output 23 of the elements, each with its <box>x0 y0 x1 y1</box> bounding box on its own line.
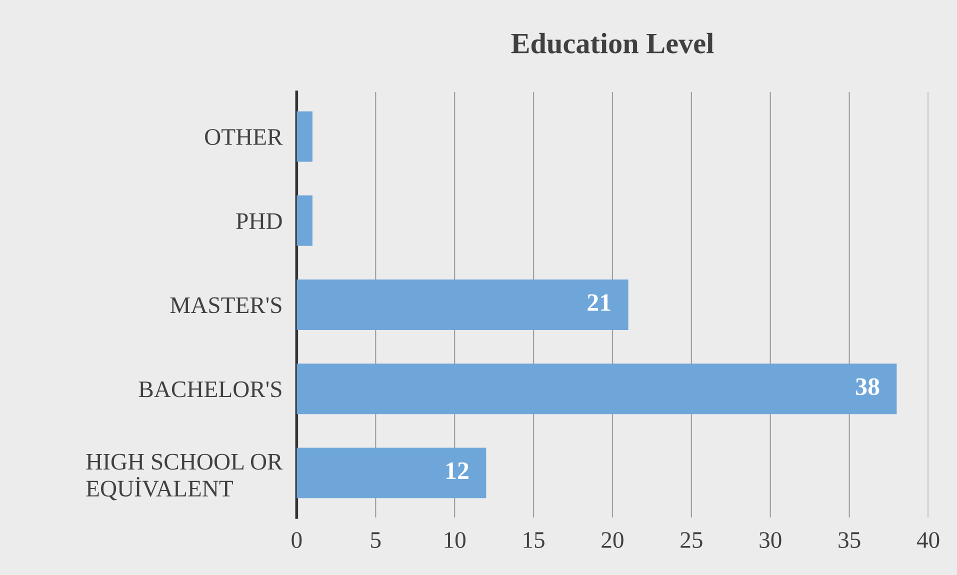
bar <box>296 111 312 162</box>
x-tick-label: 20 <box>602 532 624 548</box>
y-tick-label: OTHER <box>205 129 283 145</box>
y-tick-label: BACHELOR'S <box>138 381 282 398</box>
x-tick-label: 10 <box>444 532 466 548</box>
y-tick-label: PHD <box>236 213 282 229</box>
chart-title: Education Level <box>511 32 714 54</box>
data-label: 21 <box>588 294 610 311</box>
x-tick-label: 30 <box>760 532 782 548</box>
y-tick-label: HIGH SCHOOL OR EQUİVALENT <box>86 454 283 500</box>
bar <box>296 364 897 414</box>
x-tick-label: 35 <box>838 532 860 548</box>
data-label: 38 <box>856 378 880 396</box>
x-tick-label: 25 <box>680 532 702 548</box>
data-label: 12 <box>446 462 468 479</box>
x-tick-label: 15 <box>524 532 544 548</box>
bar <box>296 448 486 498</box>
x-tick-label: 40 <box>916 532 940 548</box>
x-tick-label: 5 <box>371 532 381 548</box>
y-tick-label: MASTER'S <box>170 297 282 314</box>
x-tick-label: 0 <box>292 532 302 548</box>
bar <box>296 195 312 246</box>
bar <box>296 280 628 330</box>
